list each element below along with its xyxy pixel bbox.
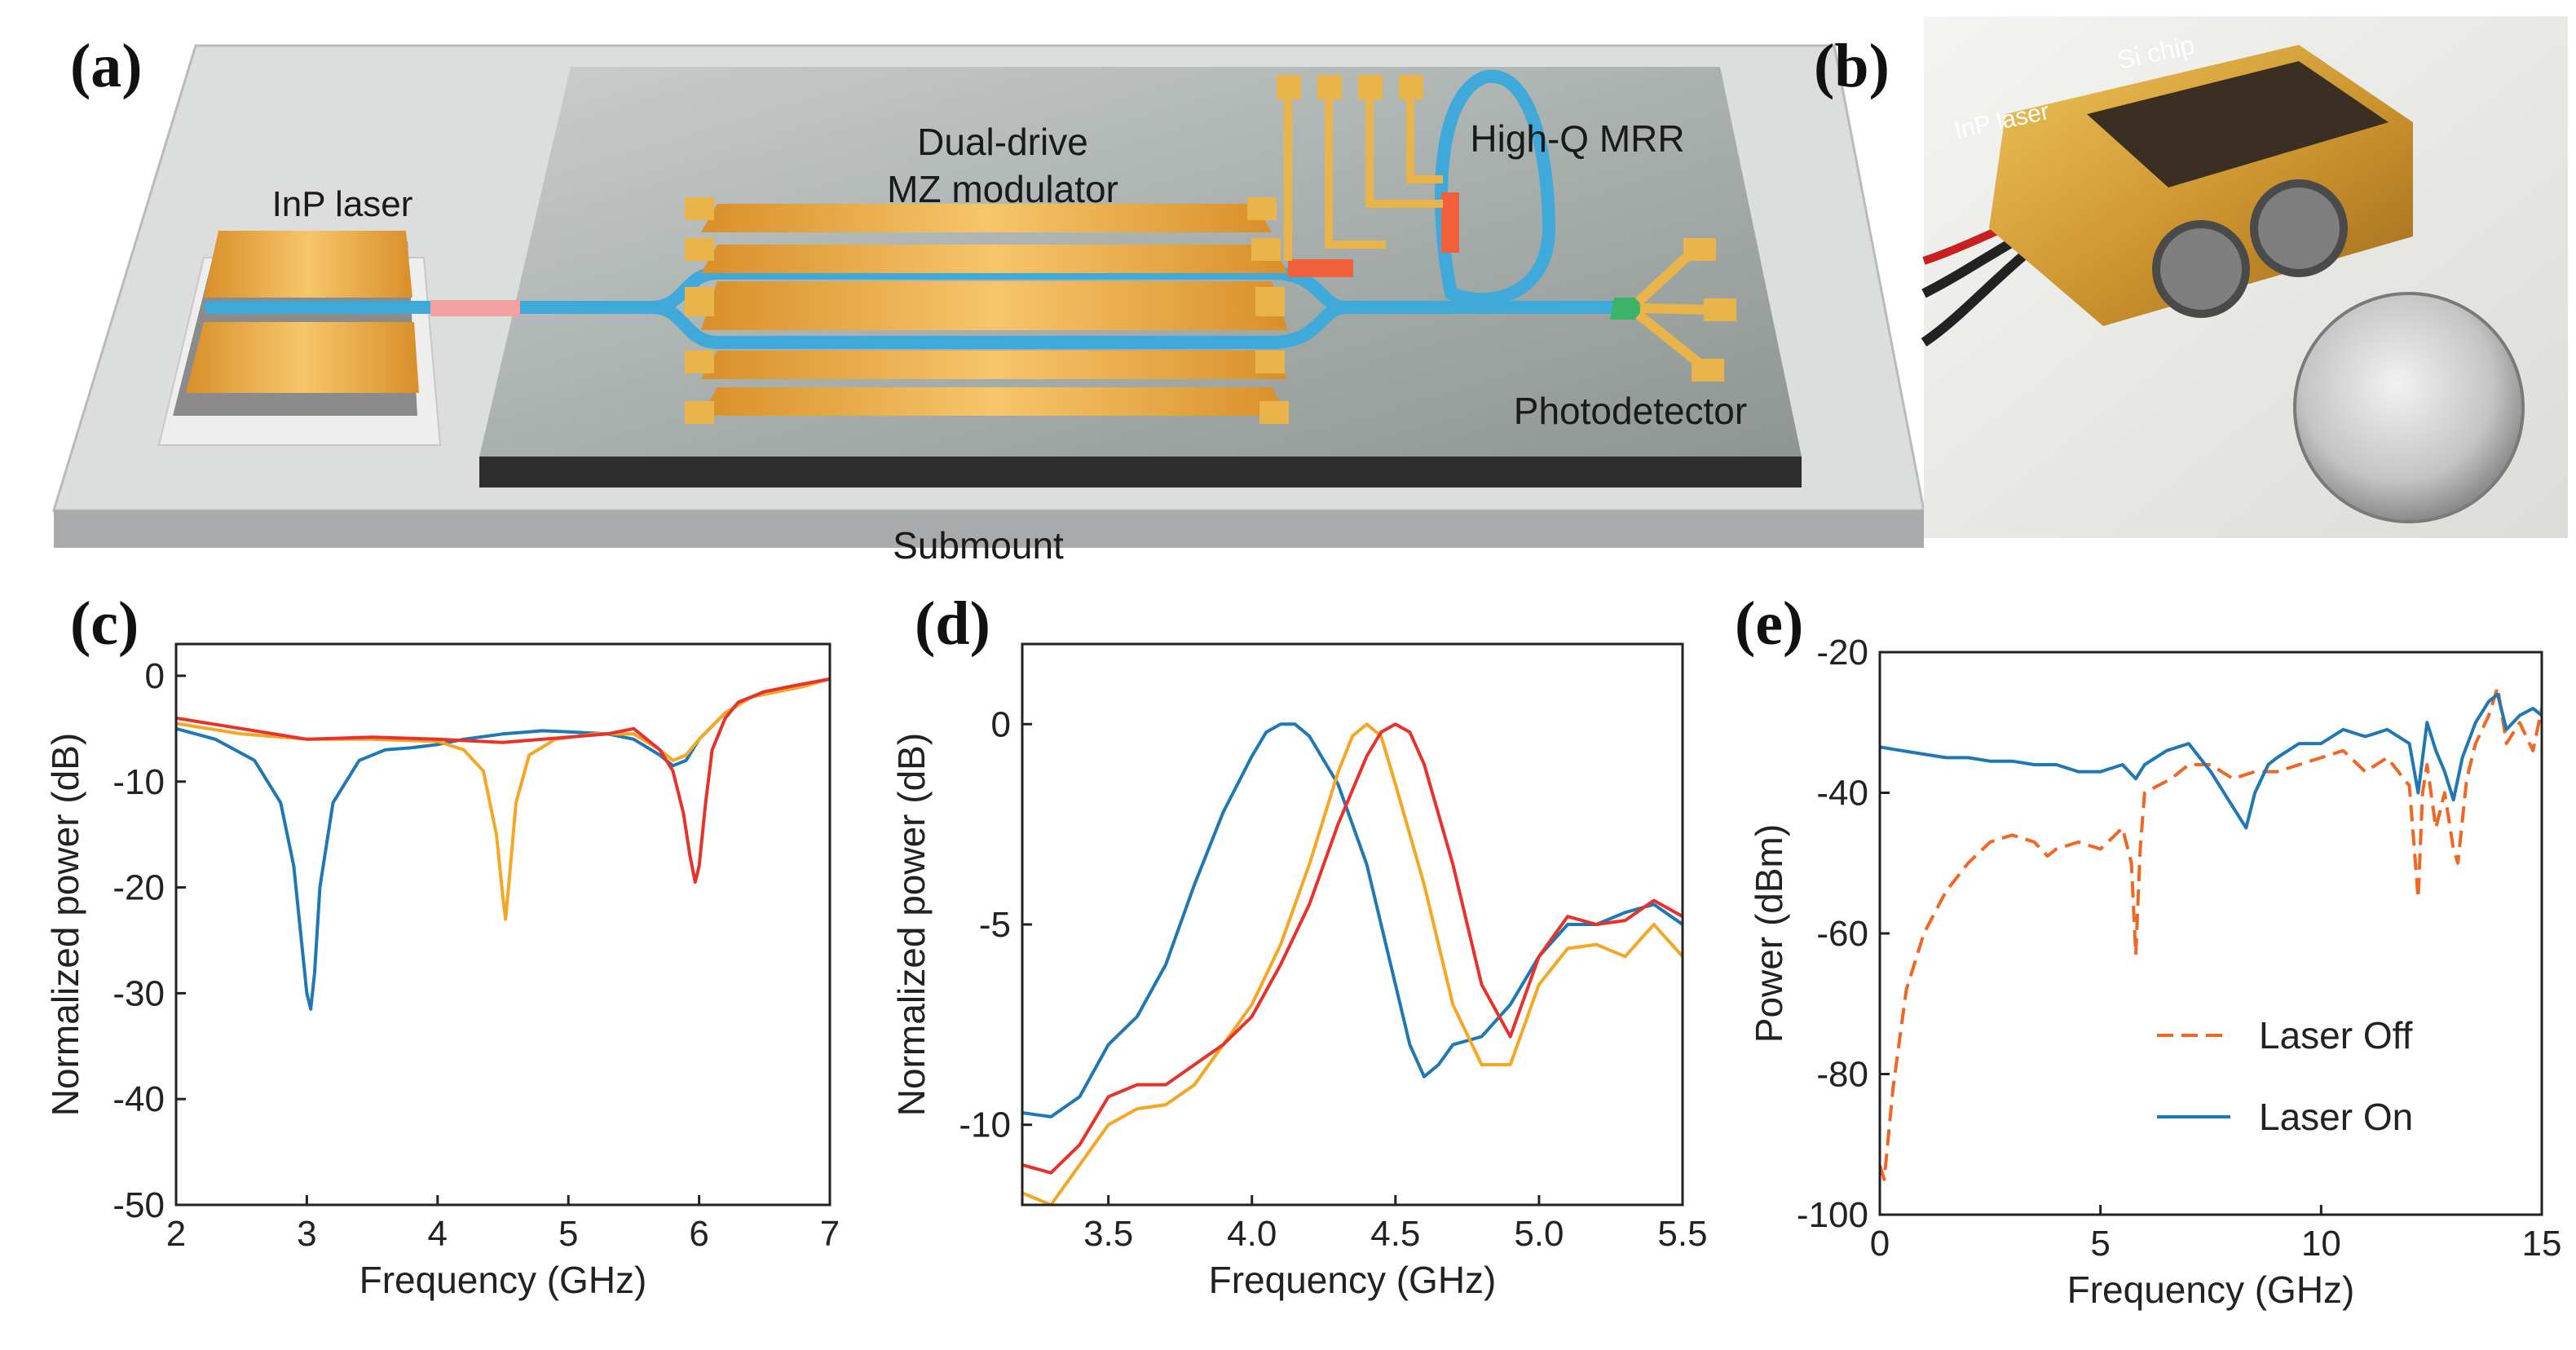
y-tick-label: -80 <box>1816 1055 1868 1095</box>
x-tick-label: 10 <box>2301 1224 2341 1264</box>
y-tick-label: -20 <box>1816 633 1868 673</box>
coin <box>2293 292 2525 523</box>
phase-shifter <box>1288 259 1353 277</box>
x-tick-label: 3 <box>297 1214 316 1254</box>
series-line-c-orange <box>176 677 830 921</box>
y-tick-label: -50 <box>112 1185 165 1225</box>
y-axis-label: Normalized power (dB) <box>44 733 86 1116</box>
x-tick-label: 5 <box>558 1214 578 1254</box>
x-tick-label: 5 <box>2090 1224 2110 1264</box>
mrr-label: High-Q MRR <box>1470 117 1684 160</box>
x-tick-label: 3.5 <box>1083 1214 1133 1254</box>
y-tick-label: -100 <box>1797 1195 1868 1235</box>
x-tick-label: 4 <box>428 1214 448 1254</box>
panel-label-e: (e) <box>1735 589 1803 658</box>
x-axis-label: Frequency (GHz) <box>359 1259 647 1301</box>
modulator-label-line2: MZ modulator <box>887 168 1118 210</box>
y-axis-label: Normalized power (dB) <box>890 733 933 1116</box>
series-line-c-red <box>176 677 830 885</box>
panel-label-b: (b) <box>1814 32 1890 100</box>
si-chip-edge <box>479 457 1802 488</box>
x-axis-label: Frequency (GHz) <box>2067 1268 2355 1311</box>
series-line-e-laser-on <box>1880 692 2542 830</box>
series-line-d-red <box>1022 722 1683 1175</box>
y-tick-label: -5 <box>979 905 1011 945</box>
x-tick-label: 5.0 <box>1514 1214 1564 1254</box>
mrr-pads <box>1277 75 1423 99</box>
series-line-c-blue <box>176 677 830 1011</box>
laser-coupler <box>430 300 520 316</box>
submount-edge <box>54 510 1924 548</box>
series-line-d-orange <box>1022 722 1683 1205</box>
panel-label-d: (d) <box>915 589 990 658</box>
series-line-e-laser-off <box>1880 686 2542 1181</box>
y-tick-label: -40 <box>112 1079 165 1119</box>
x-tick-label: 7 <box>820 1214 840 1254</box>
panel-label-a: (a) <box>70 32 143 100</box>
modulator-electrodes <box>701 204 1288 416</box>
x-tick-label: 0 <box>1870 1224 1890 1264</box>
y-tick-label: -40 <box>1816 774 1868 814</box>
y-tick-label: -10 <box>959 1105 1011 1145</box>
mrr-wiring <box>1284 82 1443 261</box>
laser-pad-top <box>204 231 412 298</box>
sma-connector-1 <box>2152 220 2250 318</box>
sma-connector-2 <box>2250 179 2348 277</box>
y-tick-label: 0 <box>145 656 165 696</box>
y-tick-label: -60 <box>1816 914 1868 954</box>
submount-label: Submount <box>893 524 1064 567</box>
y-axis-label: Power (dBm) <box>1748 824 1790 1043</box>
x-tick-label: 4.0 <box>1227 1214 1277 1254</box>
photodetector <box>1610 238 1736 382</box>
x-tick-label: 15 <box>2522 1224 2562 1264</box>
x-tick-label: 5.5 <box>1657 1214 1707 1254</box>
panel-b-photo: (b) InP laser Si chip <box>1814 16 2568 538</box>
y-tick-label: -20 <box>112 868 165 908</box>
y-tick-label: -30 <box>112 973 165 1013</box>
legend-entry: Laser Off <box>2259 1014 2413 1057</box>
plot-frame <box>174 642 831 1207</box>
x-tick-label: 4.5 <box>1370 1214 1420 1254</box>
laser-pad-bottom <box>186 322 419 393</box>
panel-label-c: (c) <box>70 589 139 658</box>
series-line-d-blue <box>1022 722 1683 1118</box>
plot-frame <box>1878 651 2543 1216</box>
mrr-heater <box>1441 192 1459 253</box>
chart-d: 3.5 4.0 4.5 5.0 5.5 0 -5 -10 Frequency (GHz) Norm… <box>890 642 1708 1301</box>
legend-entry: Laser On <box>2259 1096 2413 1138</box>
package-cavity <box>2087 61 2389 188</box>
y-tick-label: 0 <box>991 704 1011 744</box>
x-tick-label: 6 <box>689 1214 708 1254</box>
chart-e: 0 5 10 15 -20 -40 -60 -80 -100 Frequency (GHz) Pow… <box>1748 633 2561 1311</box>
modulator-label-line1: Dual-drive <box>917 121 1088 163</box>
laser-label: InP laser <box>272 184 413 224</box>
y-tick-label: -10 <box>112 762 165 802</box>
x-axis-label: Frequency (GHz) <box>1209 1259 1497 1301</box>
chart-c: 2 3 4 5 6 7 0 -10 -20 -30 -40 -50 Frequency (GHz) Nor… <box>44 642 840 1301</box>
photodetector-label: Photodetector <box>1514 390 1747 432</box>
modulator-pads <box>685 197 1289 424</box>
panel-a-schematic: (a) Submount InP laser <box>51 32 1925 567</box>
x-tick-label: 2 <box>166 1214 186 1254</box>
